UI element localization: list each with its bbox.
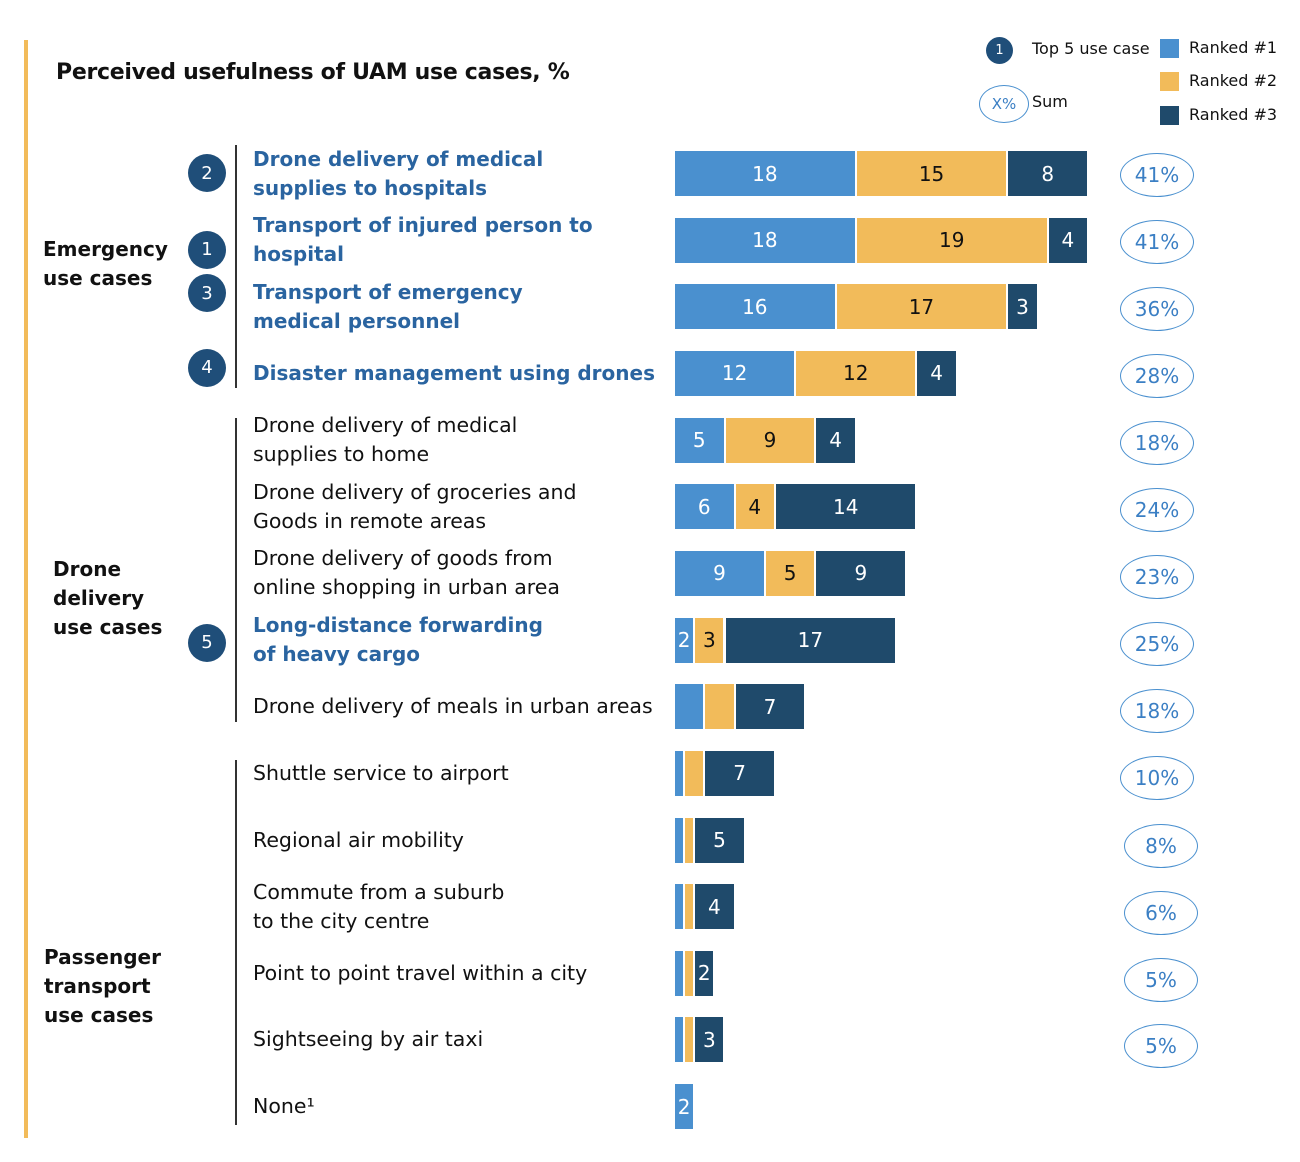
bar-segment-ranked-1 (675, 684, 704, 730)
bar-segment-ranked-2: 3 (695, 617, 724, 663)
sum-value: 8% (1124, 823, 1198, 868)
bar-segment-ranked-3: 8 (1008, 151, 1088, 196)
sum-value: 28% (1120, 354, 1194, 399)
bar-segment-ranked-1: 2 (675, 1084, 694, 1130)
accent-bar (24, 40, 28, 1138)
bar-segment-ranked-1 (675, 950, 684, 996)
group-bracket-line (235, 418, 237, 722)
bar-segment-ranked-3: 3 (695, 1017, 724, 1063)
chart-title: Perceived usefulness of UAM use cases, % (56, 60, 570, 85)
top5-badge: 5 (188, 623, 226, 662)
bar-segment-ranked-1 (675, 817, 684, 863)
bar-segment-ranked-2: 15 (856, 151, 1007, 196)
bar-segment-ranked-1 (675, 750, 684, 796)
top5-badge: 1 (188, 230, 226, 269)
category-label: Shuttle service to airport (253, 760, 509, 785)
bar-segment-ranked-3: 4 (816, 417, 855, 463)
bar-segment-ranked-1: 5 (675, 417, 724, 463)
sum-value: 10% (1120, 756, 1194, 801)
category-label: Transport of emergency medical personnel (253, 279, 523, 333)
legend-swatch-ranked-3 (1160, 106, 1179, 125)
category-label: Disaster management using drones (253, 360, 655, 385)
bar-segment-ranked-1: 12 (675, 350, 795, 396)
legend-top5-badge: 1 (986, 37, 1013, 64)
bar-segment-ranked-3: 17 (725, 617, 896, 663)
bar-segment-ranked-1: 18 (675, 217, 855, 263)
category-label: Drone delivery of groceries and Goods in… (253, 479, 577, 533)
group-label: Emergency use cases (43, 237, 168, 290)
sum-value: 18% (1120, 421, 1194, 466)
bar-segment-ranked-3: 7 (705, 750, 774, 796)
bar-segment-ranked-1: 16 (675, 284, 835, 330)
category-label: Long-distance forwarding of heavy cargo (253, 613, 543, 667)
bar-segment-ranked-1: 2 (675, 617, 694, 663)
category-label: Commute from a suburb to the city centre (253, 879, 505, 933)
bar-segment-ranked-2 (685, 950, 694, 996)
group-bracket-line (235, 145, 237, 388)
bar-segment-ranked-2 (685, 1017, 694, 1063)
bar-segment-ranked-1 (675, 1017, 684, 1063)
bar-segment-ranked-2: 19 (856, 217, 1047, 263)
bar-segment-ranked-1: 18 (675, 151, 855, 196)
bar-segment-ranked-2: 9 (725, 417, 815, 463)
bar-segment-ranked-1 (675, 884, 684, 930)
sum-value: 24% (1120, 488, 1194, 533)
sum-value: 6% (1124, 890, 1198, 935)
group-label: Drone delivery use cases (53, 557, 163, 639)
category-label: None¹ (253, 1094, 315, 1119)
sum-value: 41% (1120, 220, 1194, 265)
bar-segment-ranked-3: 4 (917, 350, 956, 396)
category-label: Regional air mobility (253, 827, 464, 852)
bar-segment-ranked-3: 9 (816, 550, 906, 596)
top5-badge: 2 (188, 154, 226, 192)
category-label: Transport of injured person to hospital (253, 213, 593, 267)
bar-segment-ranked-3: 2 (695, 950, 714, 996)
legend-top5-label: Top 5 use case (1032, 39, 1150, 58)
bar-segment-ranked-2 (705, 684, 734, 730)
bar-segment-ranked-3: 4 (695, 884, 734, 930)
top5-badge: 4 (188, 348, 226, 387)
bar-segment-ranked-2: 17 (836, 284, 1007, 330)
sum-value: 5% (1124, 957, 1198, 1002)
category-label: Point to point travel within a city (253, 960, 588, 985)
category-label: Drone delivery of medical supplies to ho… (253, 413, 518, 467)
bar-segment-ranked-3: 4 (1048, 217, 1088, 263)
sum-value: 41% (1120, 153, 1194, 197)
group-bracket-line (235, 760, 237, 1125)
bar-segment-ranked-2: 5 (765, 550, 815, 596)
sum-value: 5% (1124, 1024, 1198, 1069)
bar-segment-ranked-3: 14 (776, 484, 916, 530)
bar-segment-ranked-3: 3 (1008, 284, 1037, 330)
sum-value: 25% (1120, 622, 1194, 667)
bar-segment-ranked-2 (685, 884, 694, 930)
bar-segment-ranked-2: 4 (735, 484, 774, 530)
top5-badge: 3 (188, 274, 226, 313)
legend-swatch-ranked-2 (1160, 72, 1179, 91)
legend-ranked-3: Ranked #3 (1189, 105, 1278, 124)
legend-ranked-1: Ranked #1 (1189, 38, 1278, 57)
legend-ranked-2: Ranked #2 (1189, 71, 1278, 90)
sum-value: 18% (1120, 689, 1194, 734)
bar-segment-ranked-2 (685, 817, 694, 863)
bar-segment-ranked-2: 12 (796, 350, 916, 396)
sum-value: 23% (1120, 555, 1194, 600)
category-label: Sightseeing by air taxi (253, 1027, 484, 1052)
bar-segment-ranked-1: 6 (675, 484, 734, 530)
legend-swatch-ranked-1 (1160, 39, 1179, 58)
bar-segment-ranked-1: 9 (675, 550, 764, 596)
category-label: Drone delivery of medical supplies to ho… (253, 146, 544, 200)
category-label: Drone delivery of goods from online shop… (253, 546, 560, 600)
legend-sum-badge: X% (979, 85, 1029, 123)
bar-segment-ranked-3: 7 (735, 684, 805, 730)
bar-segment-ranked-2 (685, 750, 704, 796)
category-label: Drone delivery of meals in urban areas (253, 694, 653, 719)
group-label: Passenger transport use cases (44, 945, 161, 1027)
legend-sum-label: Sum (1032, 92, 1068, 111)
sum-value: 36% (1120, 287, 1194, 332)
bar-segment-ranked-3: 5 (695, 817, 744, 863)
